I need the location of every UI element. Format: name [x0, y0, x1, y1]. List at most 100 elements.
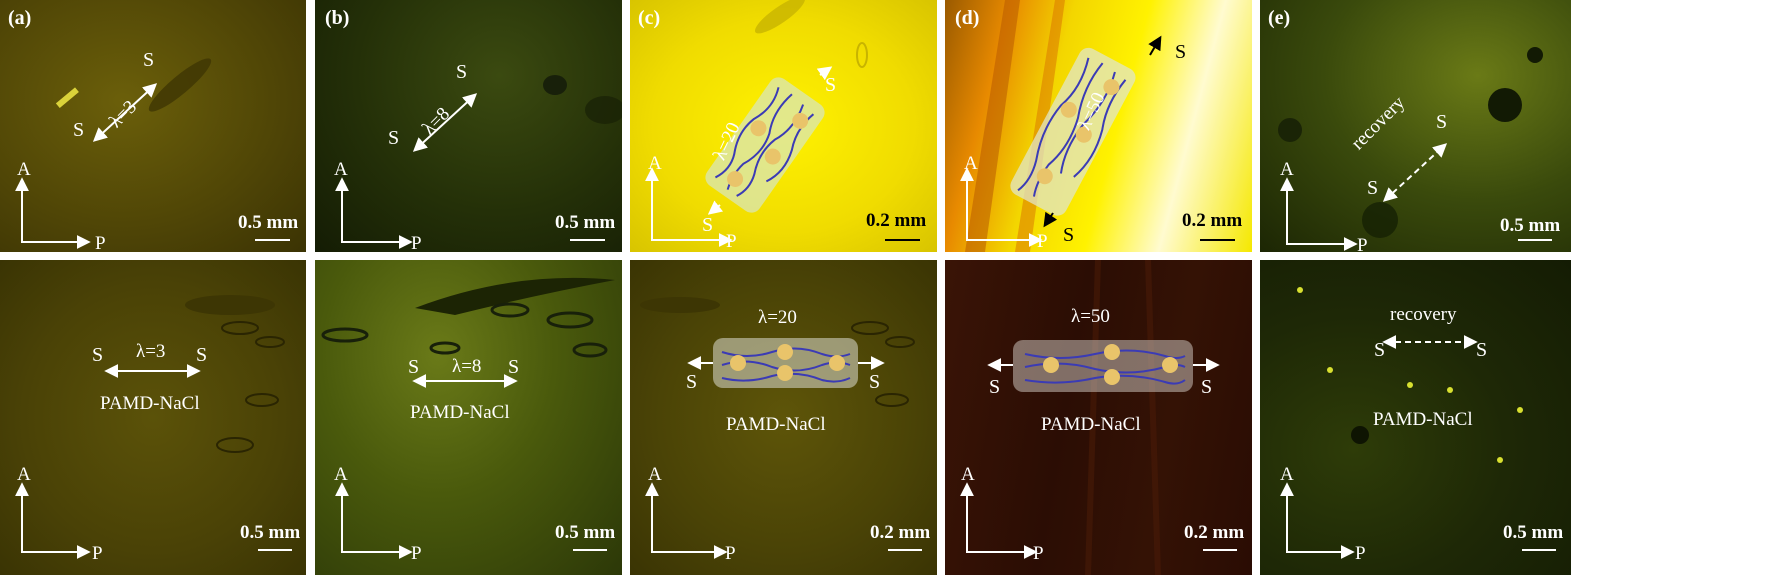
analyzer-label: A — [964, 153, 978, 174]
stretch-symbol: S — [1367, 177, 1379, 199]
sample-label: PAMD-NaCl — [410, 402, 510, 423]
stretch-symbol: S — [1436, 111, 1448, 133]
scale-label: 0.2 mm — [870, 522, 931, 543]
panel-a-top: (a) S S λ=3 A P 0.5 mm — [0, 0, 306, 252]
stretch-symbol: S — [825, 74, 837, 96]
polarizer-label: P — [95, 233, 106, 252]
analyzer-label: A — [648, 153, 662, 174]
analyzer-label: A — [334, 159, 348, 180]
panel-d-bottom-graphics — [960, 260, 1237, 575]
polarizer-label: P — [1037, 231, 1048, 252]
panel-d-bottom: λ=50 S S PAMD-NaCl A P 0.2 mm — [945, 260, 1252, 575]
lambda-label: λ=8 — [452, 356, 482, 377]
axes-arrows — [15, 482, 91, 559]
stretch-arrow — [92, 83, 158, 142]
panel-d-top-graphics — [960, 0, 1235, 252]
panel-e-bottom-graphics — [1280, 287, 1556, 559]
hydrogel-cylinder — [705, 77, 825, 213]
scale-label: 0.5 mm — [1500, 215, 1561, 236]
hydrogel-cylinder — [1010, 47, 1136, 216]
recovery-arrow — [1382, 143, 1448, 202]
stretch-arrow — [412, 93, 478, 152]
stretch-symbol: S — [388, 127, 400, 149]
stretch-symbol: S — [92, 344, 104, 366]
axes-arrows — [960, 482, 1038, 559]
panel-e-top: (e) S S recovery A P 0.5 mm — [1260, 0, 1571, 252]
panel-b-top-graphics — [335, 75, 622, 249]
hydrogel-cylinder — [713, 338, 858, 388]
stretch-symbol: S — [1476, 339, 1488, 361]
polarizer-label: P — [411, 543, 422, 564]
analyzer-label: A — [17, 464, 31, 485]
analyzer-label: A — [961, 464, 975, 485]
scale-label: 0.2 mm — [1182, 210, 1243, 231]
sample-label: PAMD-NaCl — [1041, 414, 1141, 435]
panel-d-top: (d) S S λ=50 A P 0.2 mm — [945, 0, 1252, 252]
axes-arrows — [645, 167, 733, 247]
sample-label: PAMD-NaCl — [726, 414, 826, 435]
panel-c-top-graphics — [645, 0, 920, 247]
panel-b-top: (b) S S λ=8 A P 0.5 mm — [315, 0, 622, 252]
polarizer-label: P — [726, 231, 737, 252]
axes-arrows — [15, 177, 91, 249]
panel-b-bottom-graphics — [321, 277, 615, 559]
panel-c-bottom: λ=20 S S PAMD-NaCl A P 0.2 mm — [630, 260, 937, 575]
polarizer-label: P — [1355, 543, 1366, 564]
panel-c-bottom-graphics — [640, 297, 922, 559]
panel-label: (d) — [955, 7, 980, 29]
analyzer-label: A — [648, 464, 662, 485]
stretch-symbol: S — [196, 344, 208, 366]
axes-arrows — [1280, 177, 1358, 251]
lambda-label: λ=20 — [758, 307, 797, 328]
scale-label: 0.5 mm — [555, 522, 616, 543]
panel-a-bottom: S S λ=3 PAMD-NaCl A P 0.5 mm — [0, 260, 306, 575]
panel-label: (e) — [1268, 7, 1291, 29]
panel-e-bottom: recovery S S PAMD-NaCl A P 0.5 mm — [1260, 260, 1571, 575]
analyzer-label: A — [1280, 464, 1294, 485]
stretch-symbol: S — [702, 214, 714, 236]
scale-label: 0.5 mm — [238, 212, 299, 233]
stretch-symbol: S — [1201, 376, 1213, 398]
stretch-symbol: S — [73, 119, 85, 141]
stretch-symbol: S — [989, 376, 1001, 398]
hydrogel-cylinder — [1013, 340, 1193, 392]
stretch-symbol: S — [686, 371, 698, 393]
stretch-symbol: S — [1063, 224, 1075, 246]
scale-label: 0.5 mm — [240, 522, 301, 543]
stretch-symbol: S — [508, 356, 520, 378]
polarizer-label: P — [411, 233, 422, 252]
panel-a-bottom-graphics — [15, 295, 292, 559]
lambda-label: λ=3 — [136, 341, 166, 362]
polarizer-label: P — [1357, 235, 1368, 252]
stretch-symbol: S — [869, 371, 881, 393]
sample-label: PAMD-NaCl — [1373, 409, 1473, 430]
sample-label: PAMD-NaCl — [100, 393, 200, 414]
axes-arrows — [645, 482, 728, 559]
scale-label: 0.2 mm — [1184, 522, 1245, 543]
panel-label: (c) — [638, 7, 661, 29]
axes-arrows — [960, 167, 1043, 247]
lambda-label: λ=50 — [1071, 306, 1110, 327]
panel-c-top: (c) S S λ=20 A P 0.2 mm — [630, 0, 937, 252]
stretch-symbol: S — [1175, 41, 1187, 63]
recovery-label: recovery — [1390, 304, 1457, 325]
polarizer-label: P — [1033, 543, 1044, 564]
stretch-symbol: S — [408, 356, 420, 378]
polarizer-label: P — [92, 543, 103, 564]
stretch-symbol: S — [456, 61, 468, 83]
panel-e-top-graphics — [1278, 47, 1552, 251]
stretch-symbol: S — [143, 49, 155, 71]
axes-arrows — [335, 177, 413, 249]
analyzer-label: A — [1280, 159, 1294, 180]
panel-label: (a) — [8, 7, 32, 29]
panel-a-top-graphics — [15, 58, 290, 249]
panel-label: (b) — [325, 7, 350, 29]
scale-label: 0.2 mm — [866, 210, 927, 231]
panel-b-bottom: S S λ=8 PAMD-NaCl A P 0.5 mm — [315, 260, 622, 575]
stretch-symbol: S — [1374, 339, 1386, 361]
scale-label: 0.5 mm — [555, 212, 616, 233]
analyzer-label: A — [17, 159, 31, 180]
scale-label: 0.5 mm — [1503, 522, 1564, 543]
analyzer-label: A — [334, 464, 348, 485]
polarizer-label: P — [725, 543, 736, 564]
